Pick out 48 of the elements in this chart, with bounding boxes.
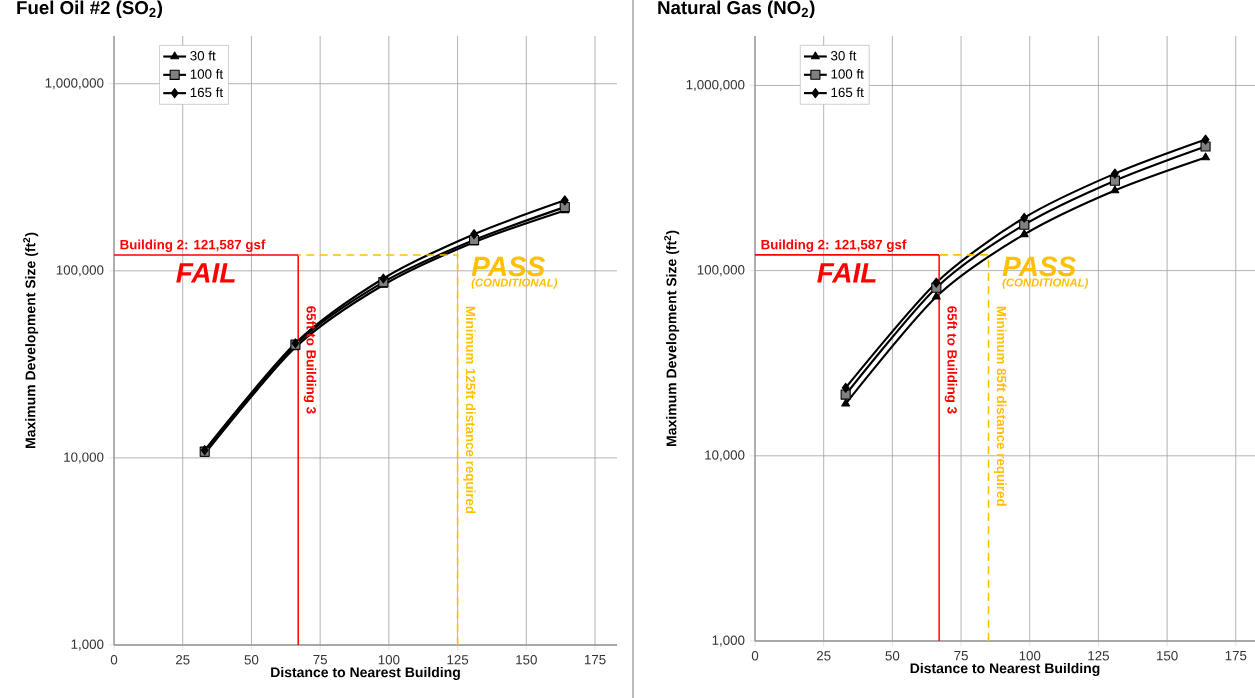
y-tick-label: 10,000 — [64, 452, 104, 464]
x-tick-label: 150 — [1157, 651, 1178, 661]
ref-line-label: Building 2: 121,587 gsf — [761, 239, 907, 252]
annotation: (CONDITIONAL) — [1002, 278, 1089, 289]
annotation: (CONDITIONAL) — [471, 278, 558, 289]
x-tick-label: 75 — [313, 655, 328, 665]
ref-line-label: 65ft to Building 3 — [944, 306, 958, 414]
x-tick-label: 0 — [751, 651, 759, 661]
y-tick-label: 10,000 — [705, 450, 745, 462]
chart-title: Fuel Oil #2 (SO$_{2}$) — [17, 0, 163, 18]
annotation: PASS — [1002, 256, 1076, 277]
x-tick-label: 100 — [1019, 651, 1041, 661]
x-tick-label: 75 — [954, 651, 968, 661]
legend-label: 165 ft — [190, 87, 224, 98]
x-tick-label: 175 — [584, 655, 606, 665]
legend-label: 165 ft — [831, 87, 864, 98]
y-tick-label: 1,000,000 — [45, 78, 104, 90]
annotation: FAIL — [817, 263, 876, 283]
y-axis-title: Maximum Development Size (ft$^{2}$) — [664, 230, 680, 446]
y-tick-label: 1,000 — [712, 635, 745, 647]
y-tick-label: 100,000 — [56, 265, 104, 277]
x-axis-title: Distance to Nearest Building — [271, 666, 460, 681]
ref-line-label: Building 2: 121,587 gsf — [120, 239, 266, 252]
ref-line-label: Minimum 85ft distance required — [994, 306, 1007, 506]
x-tick-label: 25 — [816, 651, 831, 661]
y-tick-label: 100,000 — [697, 265, 745, 277]
annotation: FAIL — [176, 263, 235, 283]
legend-label: 100 ft — [831, 68, 864, 79]
legend-label: 100 ft — [190, 69, 224, 79]
x-tick-label: 25 — [175, 655, 190, 665]
y-axis-title: Maximum Development Size (ft$^{2}$) — [23, 232, 39, 448]
chart-title: Natural Gas (NO$_{2}$) — [658, 0, 815, 18]
x-tick-label: 100 — [378, 655, 400, 665]
x-tick-label: 150 — [516, 655, 537, 665]
ref-line-label: 65ft to Building 3 — [303, 306, 317, 414]
y-tick-label: 1,000 — [71, 639, 104, 651]
annotation: PASS — [471, 256, 546, 277]
x-tick-label: 125 — [1088, 651, 1109, 661]
x-tick-label: 50 — [244, 655, 259, 665]
legend-label: 30 ft — [190, 50, 216, 61]
legend-label: 30 ft — [831, 50, 857, 61]
x-tick-label: 50 — [885, 651, 900, 661]
x-axis-title: Distance to Nearest Building — [910, 662, 1100, 677]
x-tick-label: 175 — [1225, 651, 1247, 661]
ref-line-label: Minimum 125ft distance required — [463, 306, 476, 514]
x-tick-label: 125 — [447, 655, 469, 665]
x-tick-label: 0 — [110, 655, 118, 665]
y-tick-label: 1,000,000 — [686, 79, 745, 91]
